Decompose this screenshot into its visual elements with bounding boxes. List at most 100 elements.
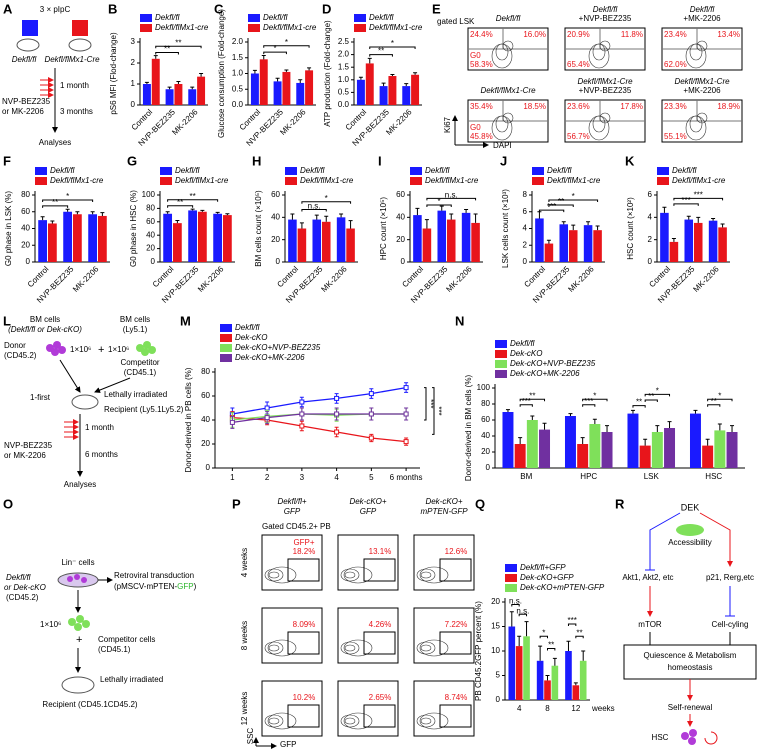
error-bar bbox=[348, 220, 353, 229]
error-bar bbox=[404, 83, 409, 87]
label: GFP bbox=[177, 582, 193, 591]
gate-value: 18.2% bbox=[293, 547, 316, 556]
error-bar bbox=[693, 409, 698, 414]
bar bbox=[514, 444, 526, 468]
panel-letter: J bbox=[500, 153, 507, 168]
contour bbox=[419, 639, 449, 657]
arrow bbox=[59, 359, 81, 393]
error-bar bbox=[65, 208, 70, 212]
label: Recipient (Ly5.1Ly5.2) bbox=[104, 405, 184, 414]
gate-value: 8.09% bbox=[293, 620, 316, 629]
bar bbox=[526, 420, 538, 468]
bar bbox=[559, 224, 569, 262]
bar bbox=[551, 665, 559, 700]
sig-label: *** bbox=[547, 202, 556, 211]
bar bbox=[188, 89, 197, 105]
label: or MK-2206 bbox=[2, 107, 44, 116]
y-tick-label: 0 bbox=[648, 257, 653, 266]
plot-header: Dekfl/fl bbox=[690, 5, 715, 14]
error-bar bbox=[518, 437, 523, 444]
bar bbox=[523, 636, 530, 700]
error-bar bbox=[524, 621, 529, 637]
sig-label: ** bbox=[576, 628, 582, 637]
legend-label: Dekfl/flMx1-cre bbox=[155, 23, 209, 32]
error-bar bbox=[225, 213, 230, 216]
label: 3 months bbox=[60, 107, 93, 116]
sig-bracket bbox=[582, 404, 596, 407]
label: NVP-BEZ235 bbox=[2, 97, 51, 106]
plot-header: Dekfl/fl bbox=[496, 14, 521, 23]
gate bbox=[363, 631, 396, 655]
bar bbox=[577, 444, 589, 468]
bar bbox=[627, 413, 639, 468]
y-tick-label: 60 bbox=[21, 207, 30, 216]
legend-label: Dek-cKO+GFP bbox=[520, 573, 574, 582]
contour bbox=[344, 644, 356, 652]
sig-bracket bbox=[547, 648, 556, 651]
x-tick-label: HPC bbox=[580, 472, 597, 481]
sig-bracket bbox=[167, 205, 194, 208]
label: Competitor bbox=[120, 358, 159, 367]
cells bbox=[67, 574, 87, 583]
bar bbox=[601, 432, 613, 468]
legend-swatch bbox=[505, 584, 517, 592]
bar bbox=[572, 685, 580, 700]
bar bbox=[305, 70, 314, 105]
bar bbox=[446, 219, 456, 262]
sig-label: * bbox=[593, 391, 596, 400]
label: Self-renewal bbox=[668, 703, 713, 712]
bar bbox=[165, 89, 174, 105]
sig-bracket bbox=[519, 404, 533, 407]
label: Dekfl/flMx1-Cre bbox=[44, 55, 100, 64]
sig-bracket bbox=[42, 205, 69, 208]
point bbox=[264, 405, 270, 411]
error-bar bbox=[165, 211, 170, 214]
y-tick-label: 20 bbox=[21, 240, 30, 249]
sig-bracket bbox=[301, 201, 352, 204]
sig-label: n.s. bbox=[516, 606, 529, 615]
contour bbox=[420, 717, 432, 725]
legend-swatch bbox=[248, 24, 260, 32]
y-tick-label: 60 bbox=[396, 190, 405, 199]
label: (CD45.2) bbox=[6, 593, 39, 602]
error-bar bbox=[542, 422, 547, 430]
bar bbox=[197, 211, 207, 262]
arrow bbox=[94, 377, 131, 393]
contour bbox=[267, 639, 297, 657]
cells bbox=[681, 729, 697, 745]
column-header: Dek-cKO+ bbox=[349, 497, 386, 506]
contour bbox=[343, 639, 373, 657]
icon bbox=[72, 20, 88, 36]
label: Accessibility bbox=[668, 538, 712, 547]
quadrant-value: 23.3% bbox=[664, 102, 687, 111]
error-bar bbox=[580, 437, 585, 444]
bar bbox=[583, 225, 593, 262]
sig-label: n.s. bbox=[445, 190, 458, 199]
gate-name: GFP+ bbox=[293, 538, 314, 547]
x-axis-label: weeks bbox=[591, 704, 615, 713]
gate-value: 8.74% bbox=[445, 693, 468, 702]
contour bbox=[343, 566, 373, 584]
y-tick-label: 1 bbox=[131, 79, 136, 88]
y-tick-label: 15 bbox=[491, 622, 500, 631]
legend-label: Dek-cKO+MK-2206 bbox=[510, 369, 580, 378]
legend-label: Dekfl/flMx1-cre bbox=[300, 176, 354, 185]
label: Dekfl/fl bbox=[6, 573, 31, 582]
legend-label: Dek-cKO+mPTEN-GFP bbox=[520, 583, 605, 592]
label: 1×10⁶ bbox=[40, 620, 61, 629]
dose-arrows bbox=[64, 419, 79, 440]
y-tick-label: 20 bbox=[481, 447, 490, 456]
sig-label: ** bbox=[378, 47, 384, 56]
gate bbox=[439, 558, 472, 582]
quadrant-name: G0 bbox=[470, 51, 481, 60]
label: DEK bbox=[681, 502, 700, 512]
legend-label: Dek-cKO bbox=[235, 333, 267, 342]
plot-header: Dekfl/fl bbox=[593, 5, 618, 14]
error-bar bbox=[190, 208, 195, 211]
contour bbox=[343, 712, 373, 730]
error-bar bbox=[424, 219, 429, 229]
column-header: Dek-cKO+ bbox=[425, 497, 462, 506]
plot-header: +NVP-BEZ235 bbox=[579, 14, 632, 23]
gate bbox=[363, 558, 396, 582]
error-bar bbox=[358, 76, 363, 80]
